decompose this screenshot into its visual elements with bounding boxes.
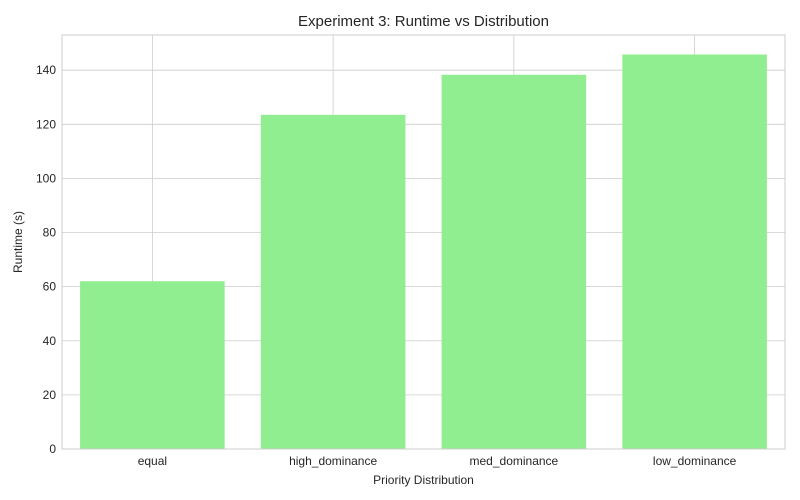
y-tick-label: 140 — [36, 63, 56, 77]
y-tick-label: 120 — [36, 117, 56, 131]
plot-frame — [61, 34, 786, 450]
x-tick-label: low_dominance — [653, 454, 737, 468]
x-tick-label: equal — [138, 454, 167, 468]
bar-high_dominance — [260, 114, 406, 449]
x-tick-labels: equal high_dominance med_dominance low_domi… — [138, 454, 737, 468]
y-axis-label: Runtime (s) — [11, 211, 25, 273]
x-tick-label: high_dominance — [289, 454, 377, 468]
y-tick-label: 20 — [43, 388, 57, 402]
bars-layer — [80, 54, 767, 449]
y-tick-label: 60 — [43, 280, 57, 294]
y-tick-label: 40 — [43, 334, 57, 348]
x-axis-label: Priority Distribution — [373, 473, 474, 487]
y-tick-label: 80 — [43, 226, 57, 240]
bar-equal — [80, 281, 225, 449]
bar-med_dominance — [441, 74, 587, 449]
y-tick-label: 100 — [36, 171, 56, 185]
y-tick-labels: 0 20 40 60 80 100 120 140 — [36, 63, 56, 456]
x-tick-label: med_dominance — [470, 454, 559, 468]
bar-low_dominance — [622, 54, 767, 449]
y-tick-label: 0 — [49, 442, 56, 456]
chart-title: Experiment 3: Runtime vs Distribution — [298, 13, 549, 30]
